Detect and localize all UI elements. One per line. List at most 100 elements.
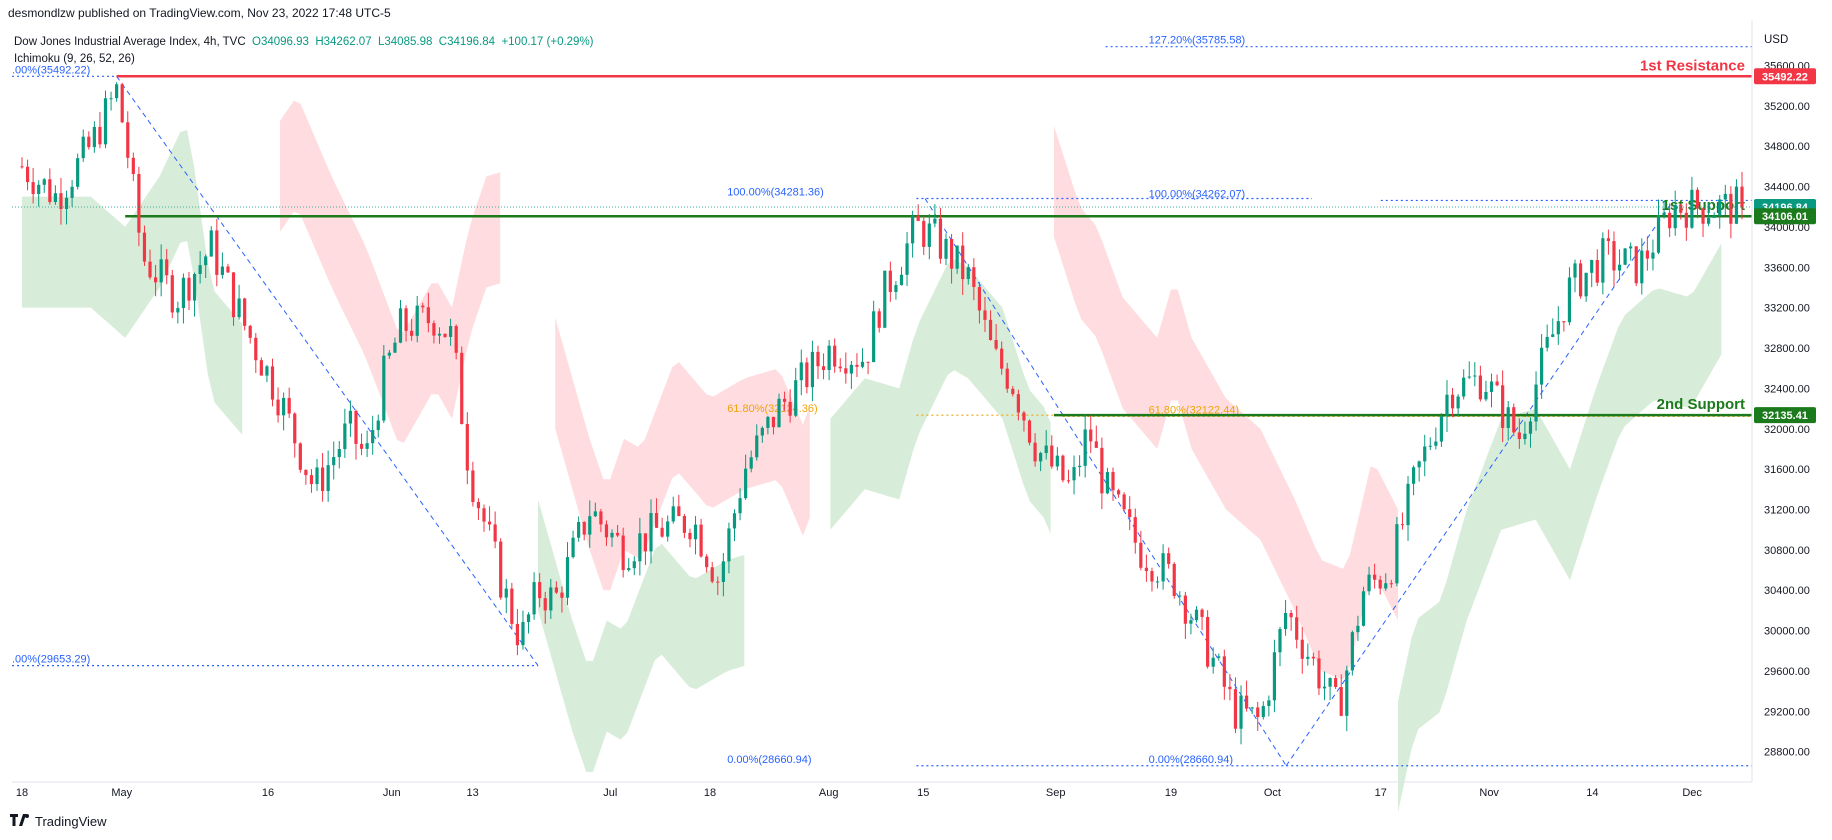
bullish-candle <box>1350 632 1354 671</box>
bearish-candle <box>465 423 469 471</box>
bearish-candle <box>1066 480 1071 482</box>
bullish-candle <box>315 467 319 485</box>
tradingview-logo[interactable]: TradingView <box>10 814 107 829</box>
bearish-candle <box>844 368 848 374</box>
time-tick-label: Aug <box>819 787 839 799</box>
bearish-candle <box>1740 186 1744 208</box>
candles <box>20 82 1744 745</box>
bullish-candle <box>1584 272 1588 297</box>
low-value: L34085.98 <box>378 36 433 48</box>
bearish-candle <box>888 270 892 292</box>
bullish-candle <box>192 273 197 301</box>
bullish-candle <box>532 582 536 615</box>
bearish-candle <box>1133 517 1137 543</box>
bearish-candle <box>1295 617 1299 640</box>
bearish-candle <box>153 277 158 283</box>
bullish-candle <box>777 398 781 428</box>
close-value: C34196.84 <box>438 36 496 48</box>
bearish-candle <box>554 587 558 593</box>
bullish-candle <box>176 308 180 313</box>
bullish-candle <box>810 351 815 388</box>
bullish-candle <box>1278 629 1282 653</box>
bearish-candle <box>287 397 291 414</box>
bearish-candle <box>994 340 998 349</box>
price-tick-label: 28800.00 <box>1764 747 1810 759</box>
bullish-candle <box>387 352 391 356</box>
bearish-candle <box>1061 455 1065 481</box>
bearish-candle <box>1695 189 1700 209</box>
support-resistance-levels: 1st Resistance 1st Support 2nd Support <box>116 57 1752 417</box>
time-tick-label: Oct <box>1264 787 1281 799</box>
bullish-candle <box>282 397 286 416</box>
bearish-candle <box>1033 442 1037 462</box>
bullish-candle <box>1690 189 1694 228</box>
bearish-candle <box>1450 394 1455 409</box>
bearish-candle <box>1606 238 1611 242</box>
bullish-candle <box>1484 391 1488 400</box>
tv-logo-text: TradingView <box>35 814 107 829</box>
bearish-cloud <box>1054 126 1398 680</box>
price-tick-label: 32400.00 <box>1764 383 1810 395</box>
symbol-name[interactable]: Dow Jones Industrial Average Index, 4h, … <box>14 36 246 48</box>
bullish-candle <box>649 513 653 552</box>
bullish-candle <box>1434 441 1438 446</box>
bearish-candle <box>1495 381 1499 386</box>
bearish-candle <box>148 261 152 278</box>
price-tag <box>1754 407 1816 424</box>
bullish-candle <box>337 449 341 458</box>
bearish-candle <box>1334 677 1338 688</box>
bullish-candle <box>749 457 753 469</box>
bullish-candle <box>1211 657 1215 667</box>
bearish-candle <box>788 401 792 416</box>
bullish-candle <box>70 186 74 198</box>
bearish-candle <box>276 399 280 416</box>
bullish-candle <box>760 427 764 436</box>
bullish-candle <box>1651 252 1655 259</box>
chart-legend: Dow Jones Industrial Average Index, 4h, … <box>14 34 594 68</box>
bearish-candle <box>916 215 920 221</box>
bullish-candle <box>1406 483 1410 526</box>
bullish-candle <box>1423 446 1427 462</box>
indicator-line[interactable]: Ichimoku (9, 26, 52, 26) <box>14 53 135 65</box>
bullish-candle <box>911 215 915 244</box>
bullish-cloud <box>22 130 243 435</box>
level-annotation: 2nd Support <box>1657 396 1745 413</box>
bearish-candle <box>805 362 809 388</box>
bullish-candle <box>721 561 725 582</box>
bearish-candle <box>354 410 358 444</box>
price-tag-label: 34106.01 <box>1762 211 1808 223</box>
bearish-candle <box>1679 204 1683 213</box>
bearish-candle <box>432 323 436 336</box>
price-axis: 28800.00 29200.00 29600.00 30000.00 30400.00… <box>1764 60 1810 758</box>
bullish-candle <box>966 267 970 280</box>
bearish-candle <box>922 220 926 247</box>
bullish-candle <box>1462 377 1466 397</box>
price-tick-label: 34000.00 <box>1764 222 1810 234</box>
bullish-candle <box>1189 620 1193 624</box>
bullish-candle <box>860 361 865 367</box>
bullish-candle <box>571 537 575 558</box>
currency-label: USD <box>1764 34 1789 46</box>
ichimoku-cloud <box>22 100 1722 813</box>
bearish-candle <box>877 311 881 328</box>
bullish-candle <box>1489 381 1494 392</box>
bearish-candle <box>1400 524 1405 526</box>
bearish-candle <box>31 182 35 195</box>
fib-trend-line <box>924 198 1287 767</box>
bearish-candle <box>1478 375 1482 400</box>
price-tag-label: 35492.22 <box>1762 71 1808 83</box>
bullish-candle <box>1707 217 1711 224</box>
bullish-candle <box>1272 652 1277 701</box>
bearish-candle <box>560 592 564 598</box>
price-tick-label: 31600.00 <box>1764 464 1810 476</box>
bearish-candle <box>1022 412 1026 421</box>
bearish-candle <box>1183 595 1187 624</box>
time-tick-label: 13 <box>467 787 479 799</box>
bullish-candle <box>610 532 614 538</box>
bullish-candle <box>526 614 531 623</box>
bearish-candle <box>1200 609 1204 617</box>
bearish-candle <box>1128 509 1132 518</box>
bearish-candle <box>1378 579 1382 589</box>
bearish-candle <box>1050 445 1054 467</box>
